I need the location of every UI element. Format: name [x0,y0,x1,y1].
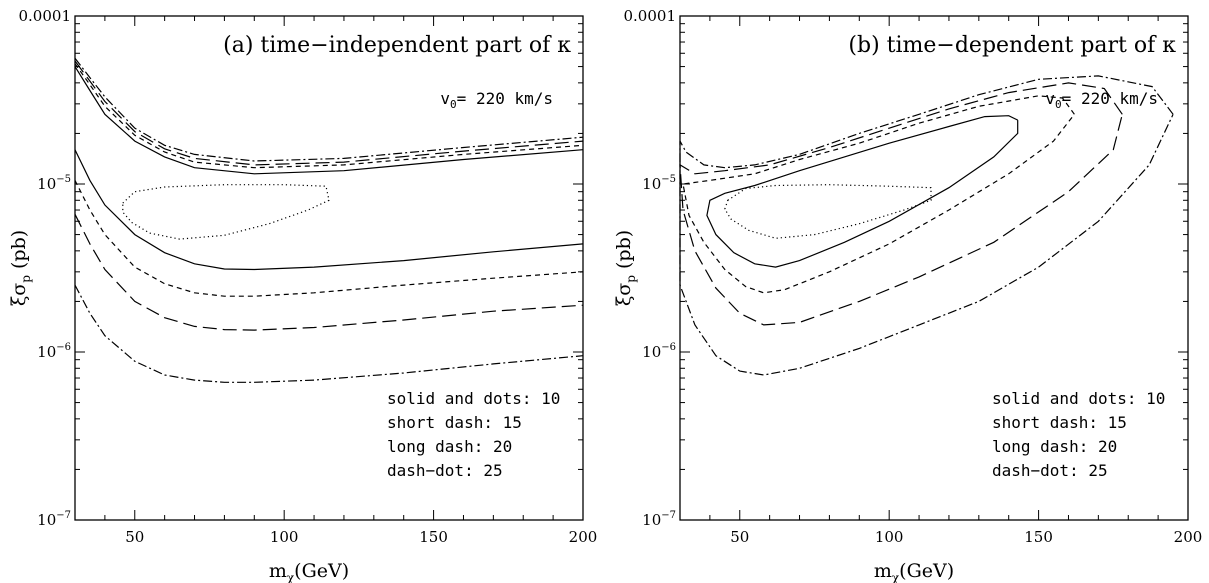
legend: solid and dots: 10 short dash: 15 long das… [992,389,1165,480]
x-axis-label: mχ(GeV) [874,560,954,583]
curve-dotted-8 [122,184,330,240]
y-tick-label: 10−6 [642,342,676,361]
curve-solid-0 [74,66,584,175]
y-tick-label: 10−5 [642,174,676,193]
y-tick-label: 10−7 [642,510,676,529]
x-tick-label: 100 [875,528,904,546]
chart-panel-b: 50 100 150 200 0.0001 10−5 10−6 10−7 mχ(GeV) ξσp … [613,7,1202,583]
y-axis-label: ξσp (pb) [613,230,638,306]
plot-frame [74,15,584,521]
velocity-annotation: v0= 220 km/s [440,89,553,111]
legend-entry: long dash: 20 [992,437,1117,456]
curve-solid-4 [74,149,584,271]
curve-short-dash-5 [74,180,584,297]
legend-entry: dash−dot: 25 [992,461,1108,480]
legend-entry: solid and dots: 10 [992,389,1165,408]
x-tick-label: 100 [270,528,299,546]
velocity-annotation: v0= 220 km/s [1045,89,1158,111]
legend-entry: short dash: 15 [992,413,1127,432]
legend: solid and dots: 10 short dash: 15 long das… [387,389,560,480]
y-tick-label: 0.0001 [624,7,677,25]
curve-dotted-4 [724,184,932,239]
x-tick-label: 200 [1174,528,1203,546]
x-tick-label: 50 [125,528,144,546]
legend-entry: dash−dot: 25 [387,461,503,480]
y-axis-label: ξσp (pb) [8,230,33,306]
curve-long-dash-2 [679,82,1123,326]
legend-entry: short dash: 15 [387,413,522,432]
curve-dash-dot-3 [679,75,1174,376]
x-tick-label: 150 [1024,528,1053,546]
y-tick-label: 10−6 [37,342,71,361]
x-tick-label: 50 [730,528,749,546]
curve-dash-dot-7 [74,284,584,383]
x-tick-label: 150 [419,528,448,546]
panel-title: (b) time−dependent part of κ [848,33,1176,58]
curve-long-dash-6 [74,214,584,331]
x-tick-label: 200 [569,528,598,546]
panel-title: (a) time−independent part of κ [223,33,571,58]
y-tick-label: 10−5 [37,174,71,193]
x-axis-label: mχ(GeV) [269,560,349,583]
curve-solid-0 [706,115,1019,268]
chart-panel-a: 50 100 150 200 0.0001 10−5 10−6 10−7 mχ(GeV) ξσp … [8,7,597,583]
legend-entry: solid and dots: 10 [387,389,560,408]
y-tick-label: 10−7 [37,510,71,529]
legend-entry: long dash: 20 [387,437,512,456]
y-tick-label: 0.0001 [19,7,72,25]
curve-short-dash-1 [682,95,1075,294]
curve-long-dash-2 [74,60,584,166]
curve-dash-dot-3 [74,57,584,162]
curve-short-dash-1 [74,63,584,169]
